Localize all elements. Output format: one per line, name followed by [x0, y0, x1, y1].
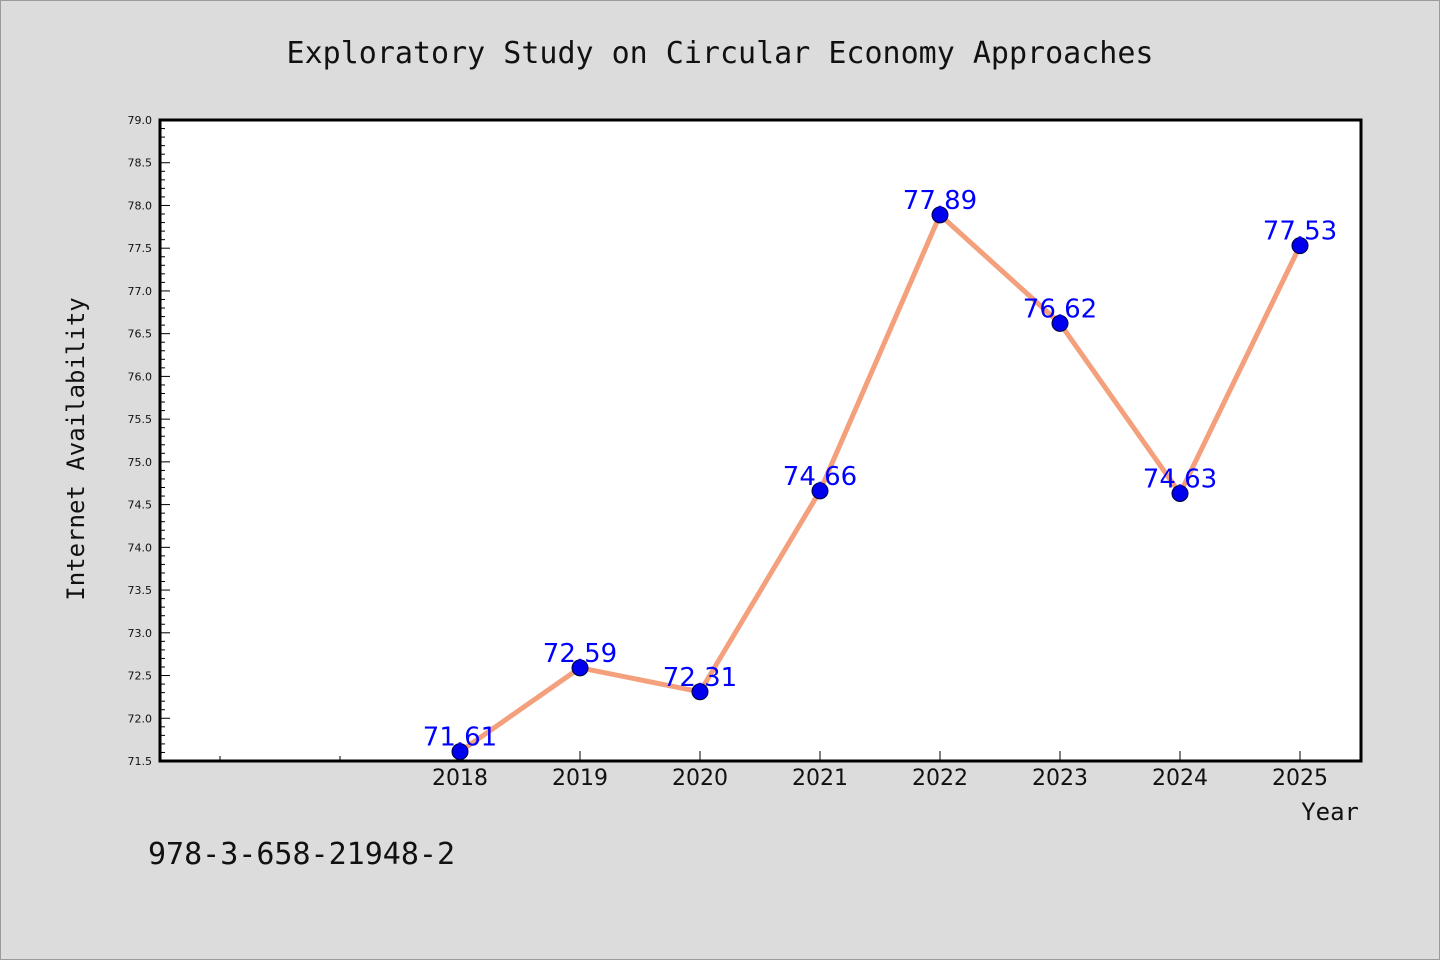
y-tick-label: 72.5 — [128, 670, 153, 683]
x-tick-label: 2019 — [552, 766, 608, 791]
data-point — [1291, 237, 1309, 255]
y-tick-label: 78.5 — [128, 157, 153, 170]
y-tick-label: 77.5 — [128, 242, 153, 255]
data-label: 77.53 — [1263, 217, 1337, 247]
series-line — [457, 212, 1303, 755]
x-tick-label: 2022 — [912, 766, 968, 791]
data-label: 72.31 — [663, 663, 737, 693]
y-tick-label: 74.5 — [128, 499, 153, 512]
y-tick-label: 75.0 — [128, 456, 153, 469]
y-tick-label: 76.5 — [128, 328, 153, 341]
data-label: 76.62 — [1023, 294, 1097, 324]
data-label: 74.63 — [1143, 464, 1217, 494]
data-point — [1171, 484, 1189, 502]
x-tick-label: 2020 — [672, 766, 728, 791]
y-tick-label: 73.0 — [128, 627, 153, 640]
x-tick-label: 2025 — [1272, 766, 1328, 791]
data-labels: 71.61 72.59 72.31 74.66 77.89 76.62 74.63 77.53 — [423, 186, 1337, 753]
footer-note: 978-3-658-21948-2 — [148, 837, 455, 872]
y-tick-label: 77.0 — [128, 285, 153, 298]
x-tick-label: 2023 — [1032, 766, 1088, 791]
y-tick-label: 79.0 — [128, 114, 153, 127]
y-axis-ticks: 71.5 72.0 72.5 73.0 73.5 74.0 74.5 75.0 75.5 76.0… — [128, 114, 170, 768]
y-axis-label: Internet Availability — [62, 297, 90, 600]
y-tick-label: 74.0 — [128, 541, 153, 554]
data-point — [811, 482, 829, 500]
x-tick-label: 2024 — [1152, 766, 1208, 791]
y-tick-label: 73.5 — [128, 584, 153, 597]
data-label: 71.61 — [423, 723, 497, 753]
data-point — [931, 206, 949, 224]
data-point — [571, 659, 589, 677]
y-tick-label: 72.0 — [128, 712, 153, 725]
y-tick-label: 71.5 — [128, 755, 153, 768]
plot-area — [158, 118, 1363, 763]
data-label: 72.59 — [543, 639, 617, 669]
chart-title: Exploratory Study on Circular Economy Ap… — [287, 36, 1154, 71]
data-point — [691, 683, 709, 701]
series-markers — [451, 206, 1309, 761]
data-label: 74.66 — [783, 462, 857, 492]
y-tick-label: 75.5 — [128, 413, 153, 426]
data-point — [451, 743, 469, 761]
y-tick-label: 78.0 — [128, 199, 153, 212]
x-tick-label: 2018 — [432, 766, 488, 791]
x-axis-ticks: 2018 2019 2020 2021 2022 2023 2024 2025 — [219, 751, 1328, 791]
x-tick-label: 2021 — [792, 766, 848, 791]
data-label: 77.89 — [903, 186, 977, 216]
y-tick-label: 76.0 — [128, 370, 153, 383]
x-axis-label: Year — [1301, 798, 1359, 826]
data-point — [1051, 314, 1069, 332]
